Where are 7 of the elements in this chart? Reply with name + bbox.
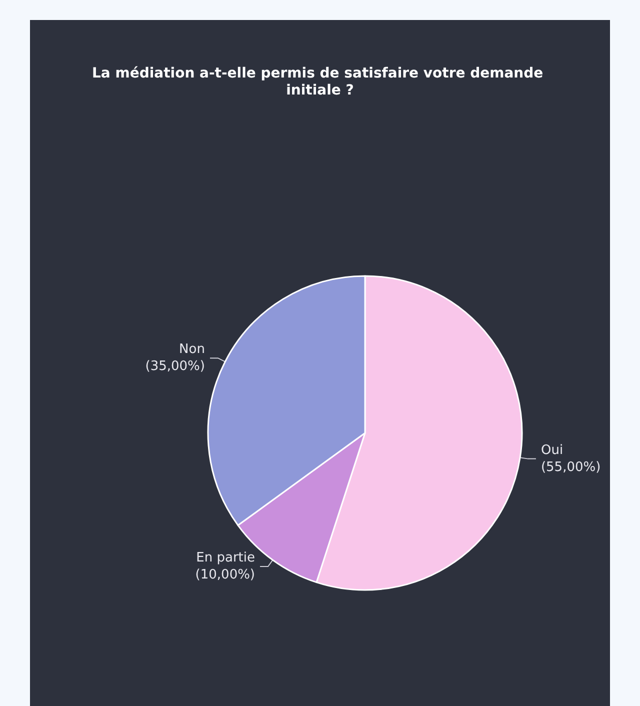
slice-label: Oui — [540, 442, 564, 458]
data-label: (10,00%) — [195, 567, 256, 582]
slice-label: Non — [179, 342, 205, 358]
data-label: (55,00%) — [540, 460, 601, 475]
chart-title: La médiation a-t-elle permis de satisfaire votre demande initiale ? — [92, 66, 548, 98]
slice-label: En partie — [196, 550, 256, 566]
data-label: (35,00%) — [145, 359, 205, 374]
